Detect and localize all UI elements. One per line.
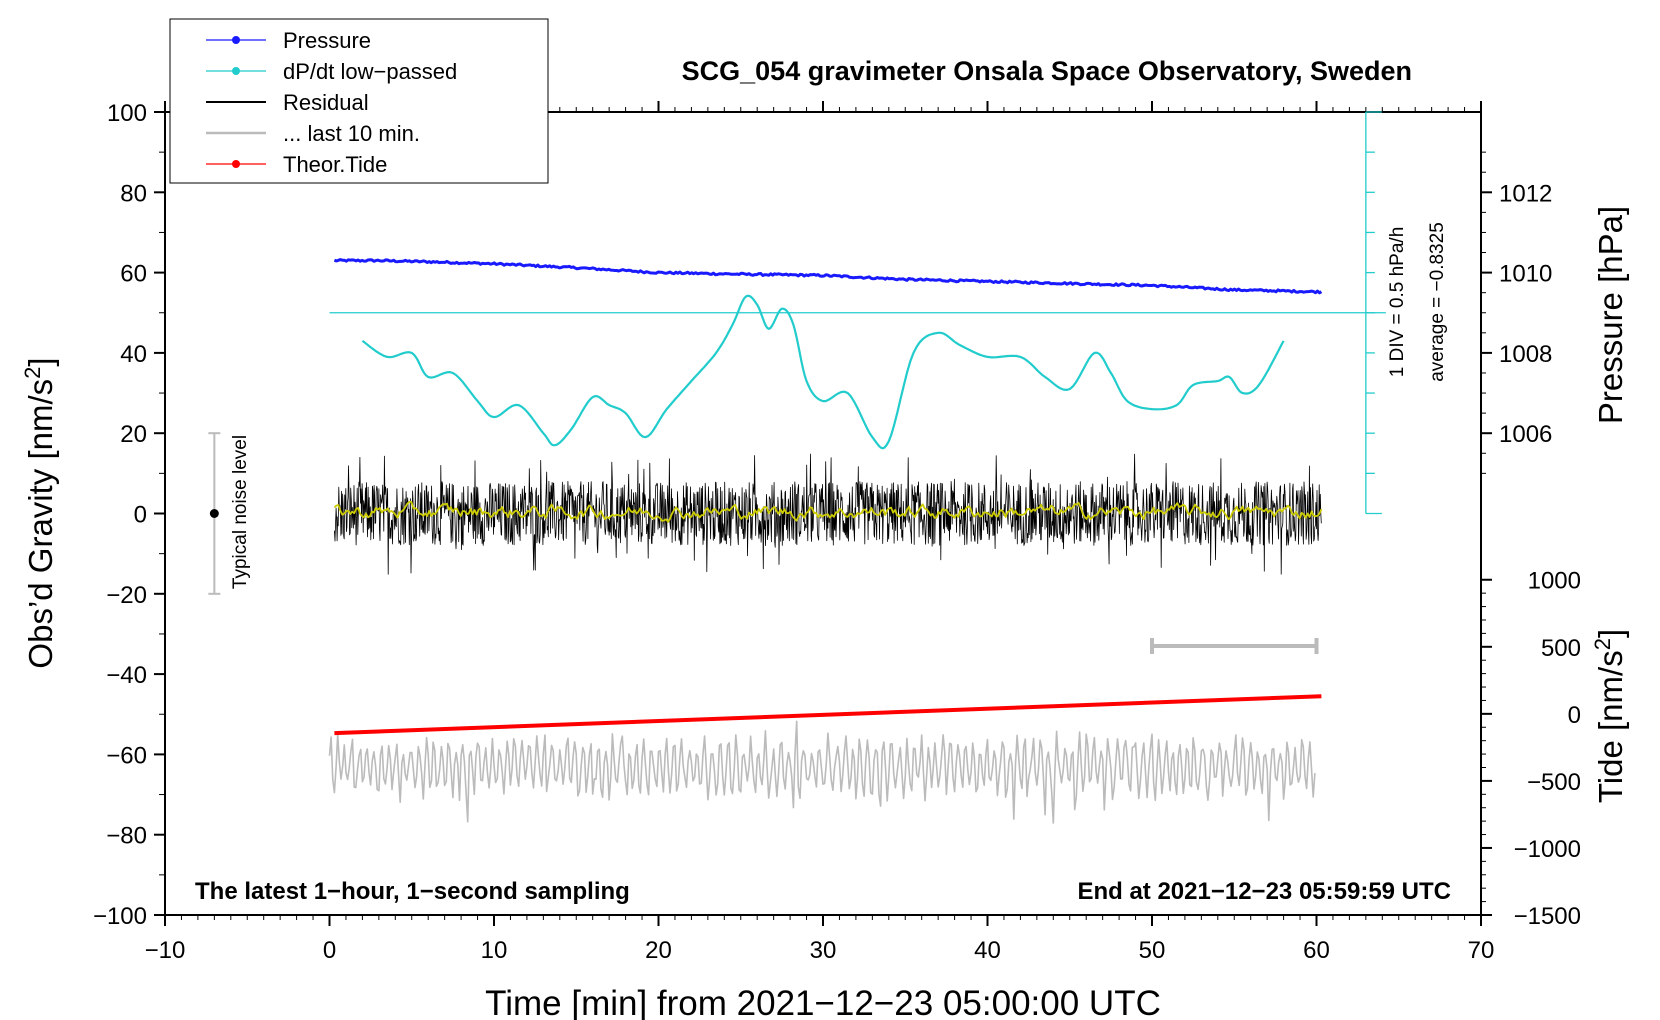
axis-tick-labels: −10 0 10 20 30 40 50 60 70−100−80−60−40−20020406… (93, 100, 1581, 964)
x-axis-label: Time [min] from 2021−12−23 05:00:00 UTC (485, 984, 1161, 1020)
tide-tick-label: −1500 (1514, 903, 1581, 930)
legend-label: Theor.Tide (283, 152, 387, 177)
end-time-note: End at 2021−12−23 05:59:59 UTC (1077, 878, 1451, 905)
y-tick-label: 40 (120, 341, 147, 368)
axis-ticks (154, 101, 1492, 926)
y-tick-label: 60 (120, 261, 147, 288)
legend-label: ... last 10 min. (283, 121, 420, 146)
y-tick-label: 0 (134, 502, 147, 529)
y-tick-label: −20 (106, 582, 147, 609)
x-tick-label: 20 (645, 937, 672, 964)
chart-title: SCG_054 gravimeter Onsala Space Observat… (682, 56, 1412, 86)
y-axis-label-pressure: Pressure [hPa] (1592, 206, 1629, 424)
residual-smoothed-line (333, 500, 1323, 523)
x-tick-label: 50 (1139, 937, 1166, 964)
noise-level-label: Typical noise level (230, 435, 251, 589)
y-axis-label-tide: Tide [nm/s2] (1590, 629, 1629, 803)
legend-entries: Pressure dP/dt low−passed Residual ... last… (206, 28, 457, 177)
tide-tick-label: 0 (1568, 702, 1581, 729)
pressure-line (333, 258, 1323, 295)
legend-marker (232, 36, 240, 44)
y-tick-label: 80 (120, 180, 147, 207)
y-tick-label: 100 (107, 100, 147, 127)
x-tick-label: 60 (1303, 937, 1330, 964)
pressure-tick-label: 1006 (1499, 421, 1552, 448)
tide-tick-label: −500 (1527, 769, 1581, 796)
legend-label: Pressure (283, 28, 371, 53)
x-tick-label: 70 (1468, 937, 1495, 964)
legend-marker (232, 160, 240, 168)
pressure-tick-label: 1008 (1499, 341, 1552, 368)
y-tick-label: 20 (120, 421, 147, 448)
sampling-note: The latest 1−hour, 1−second sampling (195, 878, 630, 905)
data-series (208, 111, 1386, 824)
x-tick-label: 10 (481, 937, 508, 964)
dpdt-average-label: average = −0.8325 (1427, 222, 1448, 382)
dpdt-scale-label: 1 DIV = 0.5 hPa/h (1387, 227, 1408, 378)
x-tick-label: 30 (810, 937, 837, 964)
x-tick-label: 40 (974, 937, 1001, 964)
y-axis-label-left: Obs’d Gravity [nm/s2] (20, 357, 59, 668)
legend: Pressure dP/dt low−passed Residual ... last… (169, 18, 549, 184)
y-tick-label: −60 (106, 742, 147, 769)
tide-line (334, 694, 1322, 736)
last10-line (328, 720, 1316, 824)
residual-line (334, 453, 1322, 575)
legend-label: dP/dt low−passed (283, 59, 457, 84)
pressure-tick-label: 1010 (1499, 261, 1552, 288)
tide-tick-label: 500 (1541, 635, 1581, 662)
pressure-tick-label: 1012 (1499, 180, 1552, 207)
x-tick-label: −10 (145, 937, 186, 964)
tide-tick-label: 1000 (1528, 568, 1581, 595)
legend-label: Residual (283, 90, 369, 115)
y-tick-label: −100 (93, 903, 147, 930)
legend-marker (232, 67, 240, 75)
dpdt-line (361, 294, 1285, 450)
tide-tick-label: −1000 (1514, 836, 1581, 863)
x-tick-label: 0 (323, 937, 336, 964)
y-tick-label: −40 (106, 662, 147, 689)
noise-bar-point (209, 509, 219, 518)
y-tick-label: −80 (106, 823, 147, 850)
